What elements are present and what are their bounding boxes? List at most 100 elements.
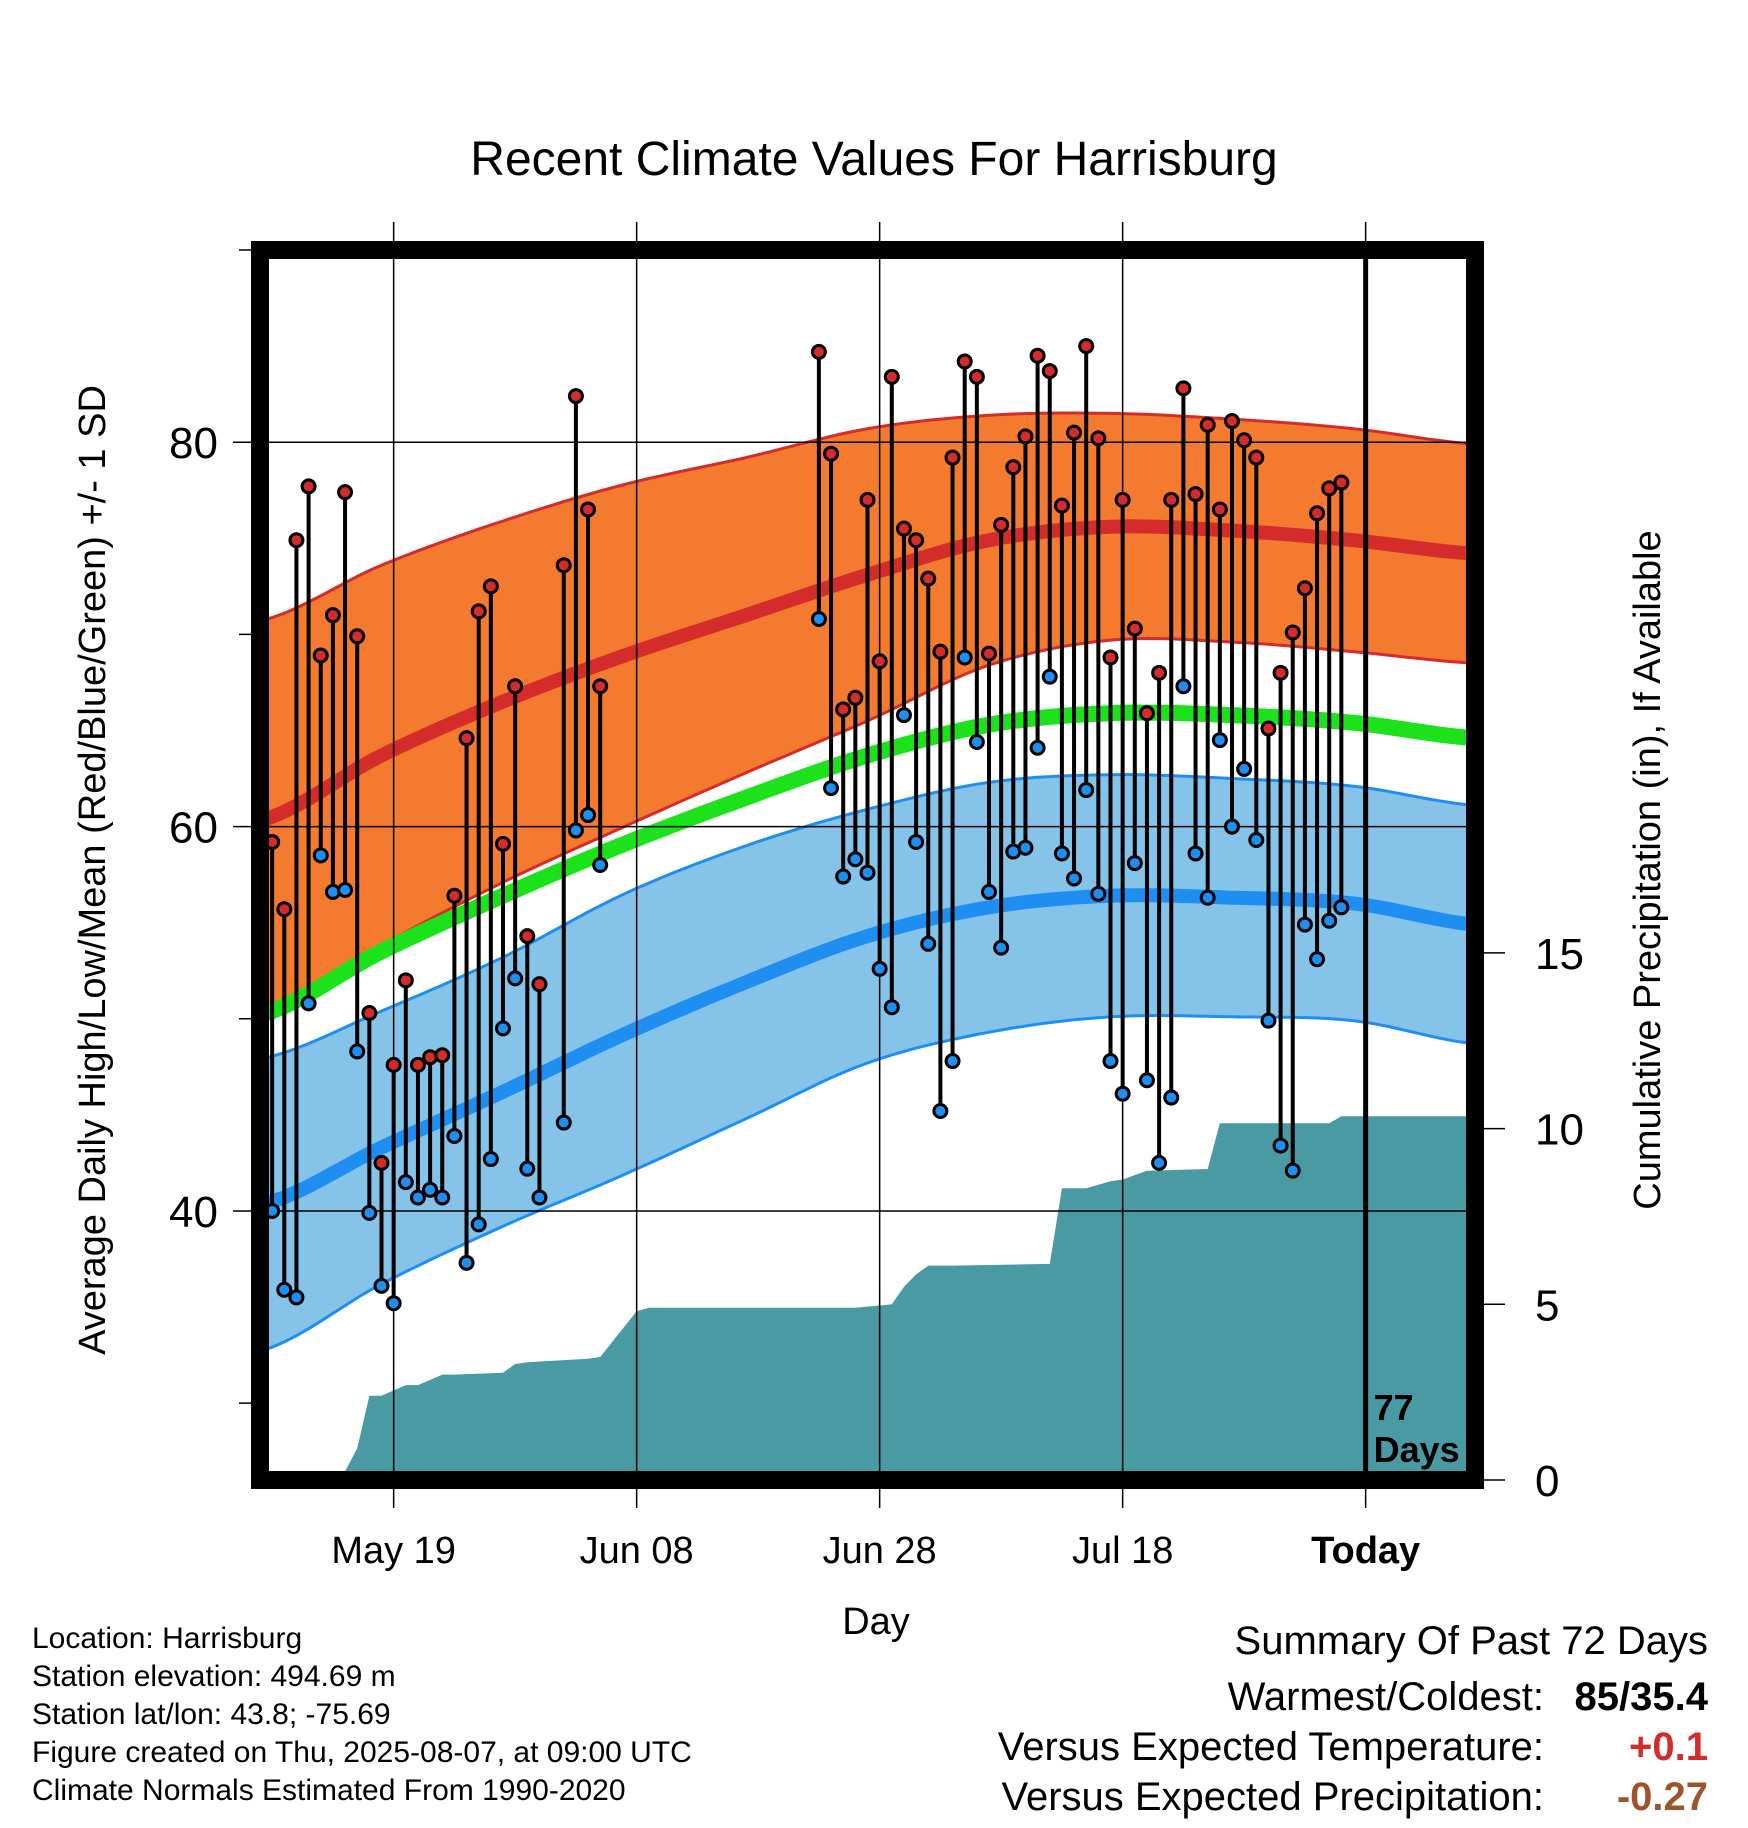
observation: [920, 570, 937, 952]
observation-low-point: [981, 883, 997, 900]
observation: [981, 645, 997, 900]
observation: [1029, 347, 1046, 756]
observation: [531, 976, 548, 1206]
observation-high-point: [1017, 428, 1034, 445]
observation-high-point: [592, 678, 609, 695]
observation-low-point: [883, 999, 900, 1016]
observation-high-point: [1248, 449, 1265, 466]
observation: [1114, 491, 1131, 1102]
observation-low-point: [519, 1160, 536, 1177]
observation-low-point: [482, 1151, 499, 1168]
observation-low-point: [288, 1289, 305, 1306]
observation-low-point: [1163, 1089, 1180, 1106]
observation-low-point: [944, 1053, 961, 1070]
observation-low-point: [1175, 678, 1192, 695]
observation-low-point: [409, 1189, 426, 1206]
observation-high-point: [810, 343, 827, 360]
observation-low-point: [592, 857, 609, 873]
observation-high-point: [1309, 505, 1326, 522]
observation: [361, 1004, 378, 1221]
observation: [519, 928, 536, 1177]
x-tick-label: Today: [1311, 1530, 1420, 1572]
observation-low-point: [349, 1043, 366, 1060]
observation-low-point: [1333, 899, 1350, 916]
observation-low-point: [1078, 782, 1095, 799]
observation: [567, 388, 584, 839]
observation-low-point: [1138, 1072, 1155, 1089]
high-band-upper-edge: [260, 411, 1475, 623]
observation: [337, 484, 354, 898]
station-info: Location: Harrisburg Station elevation: …: [32, 1620, 692, 1810]
observation-high-point: [580, 501, 597, 518]
observation: [397, 972, 414, 1191]
observation: [859, 491, 876, 881]
observation: [373, 1154, 390, 1294]
observation: [288, 532, 305, 1306]
observation: [300, 478, 317, 1012]
observation: [1211, 501, 1228, 749]
observation: [810, 343, 827, 627]
observation: [1102, 649, 1119, 1070]
observation-high-point: [288, 532, 305, 549]
observation-high-point: [1005, 459, 1022, 476]
observation-low-point: [1151, 1154, 1168, 1171]
observation-low-point: [1066, 870, 1083, 887]
days-count-label: 77: [1374, 1387, 1414, 1428]
observation: [580, 501, 597, 824]
observation-low-point: [1187, 845, 1204, 862]
observation-low-point: [470, 1216, 487, 1233]
observation-high-point: [555, 557, 572, 574]
observation: [993, 516, 1010, 956]
precip-value: -0.27: [1616, 1775, 1708, 1819]
observation-high-point: [312, 647, 329, 664]
observation-low-point: [422, 1181, 439, 1198]
summary-panel: Summary Of Past 72 Days Warmest/Coldest:…: [888, 1618, 1708, 1822]
observation: [1151, 664, 1168, 1171]
observation-low-point: [531, 1189, 548, 1206]
observation-high-point: [567, 388, 584, 405]
observation-high-point: [1090, 430, 1107, 447]
observation: [1333, 474, 1350, 916]
observation-high-point: [373, 1154, 390, 1171]
observation-high-point: [993, 516, 1010, 533]
observation-low-point: [1284, 1162, 1301, 1179]
observation: [1187, 486, 1204, 862]
observation-high-point: [361, 1004, 378, 1021]
observation-high-point: [908, 532, 925, 549]
observation: [968, 368, 985, 750]
y2-tick-label: 15: [1535, 930, 1584, 979]
observation-low-point: [895, 707, 912, 724]
observation: [1309, 505, 1326, 968]
observation-high-point: [1078, 338, 1095, 355]
observation-high-point: [920, 570, 937, 587]
observation-low-point: [1053, 845, 1070, 862]
y2-tick-label: 0: [1535, 1457, 1559, 1506]
observation-high-point: [397, 972, 414, 989]
observation-high-point: [1296, 580, 1313, 597]
observation-low-point: [507, 970, 524, 987]
observation-low-point: [1199, 889, 1216, 906]
observation: [409, 1056, 426, 1206]
observation-high-point: [519, 928, 536, 945]
observation-low-point: [993, 939, 1010, 956]
observation-low-point: [859, 864, 876, 881]
observation: [349, 628, 366, 1060]
observation-high-point: [1114, 491, 1131, 508]
observation-high-point: [1260, 720, 1277, 737]
observation: [507, 678, 524, 987]
observation-high-point: [324, 607, 341, 624]
observation: [555, 557, 572, 1131]
observation-high-point: [1102, 649, 1119, 666]
observation-high-point: [276, 901, 293, 918]
observation-high-point: [300, 478, 317, 495]
observation-low-point: [385, 1295, 402, 1312]
observation-low-point: [555, 1114, 572, 1131]
observation-high-point: [1029, 347, 1046, 364]
observation-high-point: [1236, 432, 1253, 449]
y-tick-label: 60: [169, 804, 218, 853]
observation: [1138, 705, 1155, 1089]
observation: [1126, 620, 1143, 872]
observation-low-point: [1090, 885, 1107, 902]
observation: [944, 449, 961, 1070]
created-text: Figure created on Thu, 2025-08-07, at 09…: [32, 1736, 692, 1769]
